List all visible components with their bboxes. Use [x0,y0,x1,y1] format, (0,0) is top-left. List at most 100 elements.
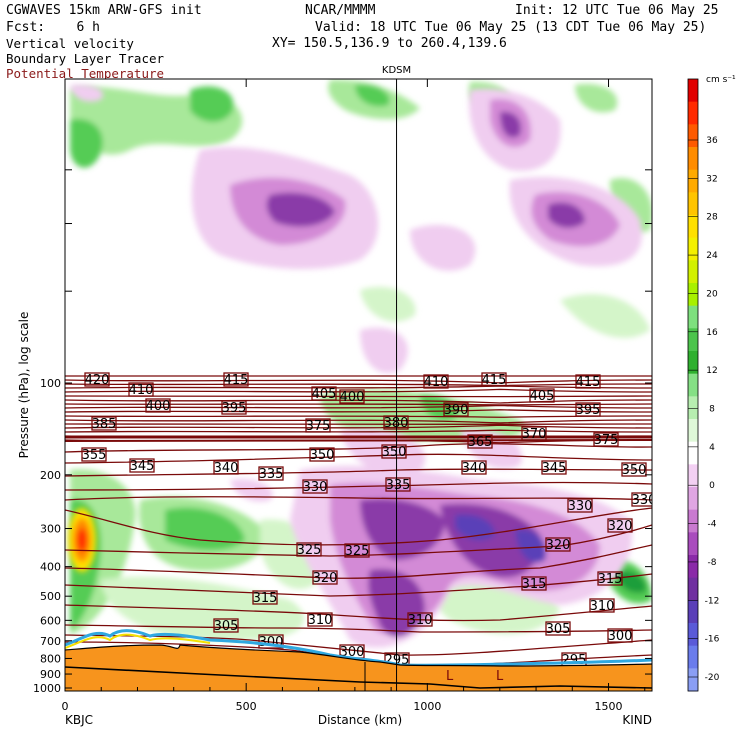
updraft-region [355,84,390,107]
theta-label-bg [383,415,409,430]
colorbar-tick-label: -20 [705,673,720,683]
field-name-3: Potential Temperature [6,66,165,81]
downdraft-region [500,111,521,138]
y-tick-label: 600 [40,614,61,627]
theta-contour [65,419,652,424]
theta-label: 325 [297,543,322,558]
colorbar-tick-label: 4 [709,443,715,453]
y-tick-label: 400 [40,561,61,574]
field-name-1: Vertical velocity [6,36,134,51]
theta-label: 315 [522,577,547,592]
theta-label: 345 [542,461,567,476]
colorbar-swatch [688,260,698,284]
low-marker: L [446,669,454,684]
theta-label-bg [258,634,284,649]
downdraft-region [266,192,335,227]
colorbar-swatch [688,464,698,488]
downdraft-region [410,224,476,271]
theta-label-bg [129,458,155,473]
downdraft-region [460,429,522,469]
colorbar-swatch [688,192,698,216]
updraft-region [360,286,416,322]
start-station-label: KBJC [65,713,93,727]
theta-contour [65,573,652,597]
updraft-region [575,83,618,113]
downdraft-region [360,327,408,374]
theta-label: 370 [522,427,547,442]
theta-label: 300 [608,629,633,644]
plot-frame [64,78,653,692]
init-time: Init: 12 UTC Tue 06 May 25 [515,3,719,18]
theta-label: 340 [462,461,487,476]
theta-label-bg [91,416,117,431]
theta-label-bg [311,386,337,401]
downdraft-region [548,202,585,228]
colorbar-swatch [688,237,698,261]
field-name-2: Boundary Layer Tracer [6,51,165,66]
theta-label: 415 [576,375,601,390]
theta-label-bg [423,374,449,389]
theta-contour [65,634,652,656]
low-marker: L [496,669,504,684]
theta-label: 320 [546,538,571,553]
colorbar-swatch [688,351,698,375]
colorbar-swatch [688,623,698,647]
theta-label: 375 [306,419,331,434]
strong-updraft-core [77,528,87,552]
colorbar-swatch [688,373,698,397]
theta-label-bg [607,518,633,533]
colorbar-tick-label: 16 [706,328,718,338]
colorbar-tick-label: 36 [706,136,718,146]
theta-label-bg [541,460,567,475]
theta-label-bg [545,537,571,552]
theta-label-bg [521,576,547,591]
theta-contour [65,395,652,398]
y-tick-label: 1000 [33,682,61,695]
theta-label: 305 [546,622,571,637]
theta-label: 390 [444,403,469,418]
updraft-region [190,86,234,122]
theta-label: 405 [312,387,337,402]
theta-label: 420 [85,373,110,388]
terrain-outline [65,644,652,667]
colorbar-tick-label: 32 [706,174,717,184]
colorbar-tick-label: 0 [709,481,715,491]
theta-label-bg [145,398,171,413]
y-tick-label: 300 [40,523,61,536]
theta-label-bg [443,402,469,417]
theta-label: 415 [224,373,249,388]
theta-label-bg [481,372,507,387]
updraft-region [165,507,245,551]
updraft-region [560,294,650,338]
theta-label-bg [312,570,338,585]
theta-label-bg [307,612,333,627]
theta-label: 315 [598,572,623,587]
theta-label-bg [567,498,593,513]
x-tick-label: 1000 [413,700,441,713]
theta-label: 335 [259,467,284,482]
colorbar-swatch [688,147,698,171]
y-tick-label: 900 [40,668,61,681]
colorbar-tick-label: 20 [706,289,718,299]
theta-label: 415 [482,373,507,388]
theta-contour [65,524,652,557]
theta-label-bg [575,402,601,417]
theta-label-bg [521,426,547,441]
theta-contour [65,415,652,418]
theta-label-bg [128,382,154,397]
x-tick-label: 0 [62,700,69,713]
theta-contour [65,439,652,442]
colorbar-swatch [688,305,698,329]
theta-label: 345 [130,459,155,474]
theta-label: 350 [382,445,407,460]
colorbar-swatch [688,577,698,601]
x-tick-label: 500 [236,700,257,713]
theta-contour [65,388,652,393]
colorbar-swatch [688,645,698,669]
terrain-fill [65,645,652,691]
colorbar-swatch [688,169,698,193]
theta-label-bg [575,374,601,389]
theta-label: 325 [345,544,370,559]
